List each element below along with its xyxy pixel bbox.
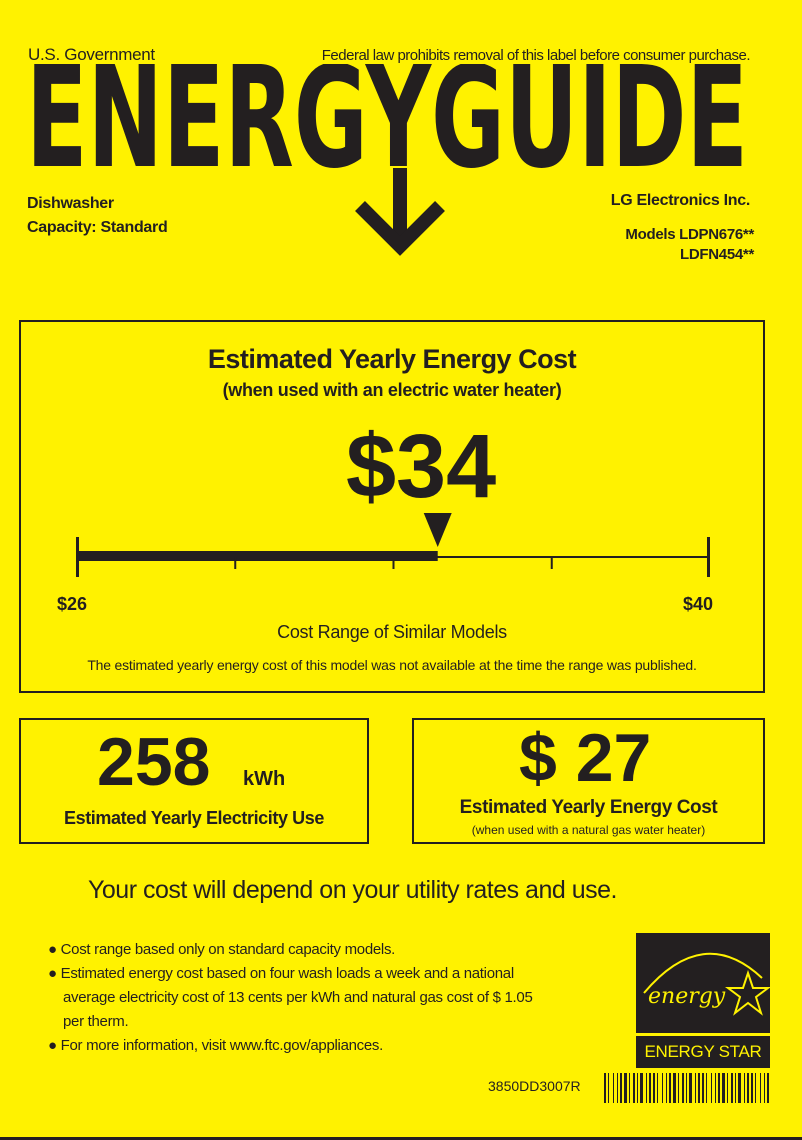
models-label: Models <box>625 226 676 243</box>
barcode-bar <box>738 1073 741 1103</box>
electricity-use-panel: 258 kWh Estimated Yearly Electricity Use <box>19 718 369 844</box>
models: Models LDPN676** LDFN454** <box>625 225 754 265</box>
barcode-bar <box>633 1073 635 1103</box>
part-number: 3850DD3007R <box>488 1078 581 1094</box>
barcode-bar <box>706 1073 707 1103</box>
government-label: U.S. Government <box>28 45 155 64</box>
range-note: The estimated yearly energy cost of this… <box>87 657 697 673</box>
energy-star-logo: energy <box>636 933 771 1033</box>
barcode-bar <box>755 1073 756 1103</box>
scale-right-end <box>707 537 710 577</box>
barcode-bar <box>608 1073 609 1103</box>
appliance-info: Dishwasher Capacity: Standard <box>27 192 168 240</box>
model-number: LDFN454** <box>680 246 754 263</box>
barcode-bar <box>715 1073 716 1103</box>
barcode-bar <box>731 1073 733 1103</box>
bullet-continuation: average electricity cost of 13 cents per… <box>63 989 533 1006</box>
barcode-bar <box>624 1073 627 1103</box>
manufacturer: LG Electronics Inc. <box>610 192 751 209</box>
barcode <box>604 1073 769 1103</box>
barcode-bar <box>727 1073 728 1103</box>
barcode-bar <box>673 1073 676 1103</box>
range-min-label: $26 <box>57 594 88 614</box>
cost-title: Estimated Yearly Energy Cost <box>207 344 577 374</box>
kwh-value: 258 <box>97 724 211 800</box>
bullet-item: ● Cost range based only on standard capa… <box>48 941 396 958</box>
barcode-bar <box>617 1073 618 1103</box>
barcode-bar <box>640 1073 643 1103</box>
barcode-bar <box>682 1073 684 1103</box>
energy-star-icon: energy <box>643 952 771 1016</box>
barcode-bar <box>744 1073 745 1103</box>
scale-filled-bar <box>76 551 438 561</box>
cost-marker-icon <box>423 513 452 547</box>
footer-headline: Your cost will depend on your utility ra… <box>88 876 617 904</box>
barcode-bar <box>747 1073 749 1103</box>
barcode-bar <box>689 1073 692 1103</box>
appliance-type: Dishwasher <box>27 195 114 212</box>
barcode-bar <box>760 1073 761 1103</box>
barcode-bar <box>662 1073 663 1103</box>
gas-cost-label: Estimated Yearly Energy Cost <box>459 797 718 818</box>
barcode-bar <box>764 1073 765 1103</box>
cost-value: $34 <box>346 417 497 517</box>
barcode-bar <box>698 1073 700 1103</box>
barcode-bar <box>613 1073 614 1103</box>
barcode-bar <box>718 1073 720 1103</box>
barcode-bar <box>604 1073 606 1103</box>
cost-range-scale <box>76 513 710 577</box>
electric-cost-panel: Estimated Yearly Energy Cost (when used … <box>19 320 765 693</box>
barcode-bar <box>657 1073 658 1103</box>
electricity-rate: 13 <box>228 989 245 1006</box>
gas-cost-value: $ 27 <box>519 720 652 796</box>
energy-star-script: energy <box>648 984 726 1009</box>
barcode-bar <box>751 1073 753 1103</box>
bullet-item: ● Estimated energy cost based on four wa… <box>48 965 514 982</box>
capacity: Capacity: Standard <box>27 219 168 236</box>
bottom-border <box>0 1137 802 1140</box>
energy-star-label: ENERGY STAR <box>636 1036 770 1068</box>
range-max-label: $40 <box>682 594 713 614</box>
barcode-bar <box>666 1073 667 1103</box>
gas-cost-panel: $ 27 Estimated Yearly Energy Cost (when … <box>412 718 765 844</box>
scale-tick <box>550 557 553 569</box>
barcode-bar <box>711 1073 712 1103</box>
energyguide-logo: ENERGYGUIDE <box>26 64 748 170</box>
barcode-bar <box>649 1073 651 1103</box>
scale-tick <box>234 557 237 569</box>
model-number: LDPN676** <box>679 226 754 243</box>
barcode-bar <box>637 1073 638 1103</box>
footer-bullets: ● Cost range based only on standard capa… <box>48 938 533 1058</box>
range-caption: Cost Range of Similar Models <box>277 622 507 642</box>
barcode-bar <box>686 1073 687 1103</box>
barcode-bar <box>653 1073 655 1103</box>
electricity-use-label: Estimated Yearly Electricity Use <box>63 808 325 828</box>
removal-notice: Federal law prohibits removal of this la… <box>321 47 751 64</box>
barcode-bar <box>620 1073 622 1103</box>
cost-subtitle: (when used with an electric water heater… <box>222 380 562 400</box>
barcode-bar <box>695 1073 696 1103</box>
barcode-bar <box>722 1073 725 1103</box>
gas-cost-sublabel: (when used with a natural gas water heat… <box>471 823 706 837</box>
down-arrow-icon <box>355 168 445 256</box>
bullet-item: ● For more information, visit www.ftc.go… <box>48 1037 383 1054</box>
barcode-bar <box>767 1073 769 1103</box>
barcode-bar <box>646 1073 647 1103</box>
barcode-bar <box>629 1073 630 1103</box>
barcode-bar <box>669 1073 671 1103</box>
barcode-bar <box>678 1073 679 1103</box>
gas-rate: 1.05 <box>504 989 533 1006</box>
energyguide-title: ENERGYGUIDE <box>26 64 748 170</box>
barcode-bar <box>735 1073 736 1103</box>
barcode-bar <box>702 1073 704 1103</box>
bullet-continuation: per therm. <box>63 1013 129 1030</box>
kwh-unit: kWh <box>243 768 286 790</box>
scale-tick <box>392 557 395 569</box>
